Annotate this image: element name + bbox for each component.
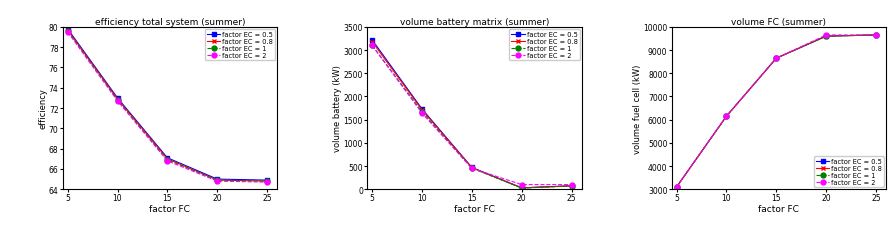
factor EC = 0.8 — [721, 115, 731, 118]
factor EC = 1 — [770, 58, 780, 60]
Line: factor EC = 0.8: factor EC = 0.8 — [369, 40, 573, 191]
factor EC = 1 — [416, 111, 426, 114]
factor EC = 2 — [367, 45, 377, 48]
factor EC = 0.8 — [770, 58, 780, 60]
factor EC = 1 — [870, 34, 881, 37]
factor EC = 2 — [670, 186, 681, 188]
Title: volume FC (summer): volume FC (summer) — [730, 18, 825, 27]
factor EC = 0.5 — [112, 97, 122, 100]
Title: efficiency total system (summer): efficiency total system (summer) — [95, 18, 245, 27]
Y-axis label: volume fuel cell (kW): volume fuel cell (kW) — [632, 64, 641, 153]
factor EC = 0.8 — [516, 187, 527, 189]
X-axis label: factor FC: factor FC — [453, 204, 494, 213]
factor EC = 0.8 — [212, 179, 223, 182]
factor EC = 1 — [63, 30, 73, 33]
factor EC = 1 — [820, 36, 831, 38]
factor EC = 1 — [721, 115, 731, 118]
factor EC = 1 — [566, 185, 577, 188]
factor EC = 2 — [112, 100, 122, 103]
factor EC = 0.5 — [566, 185, 577, 187]
factor EC = 1 — [367, 45, 377, 48]
factor EC = 2 — [566, 183, 577, 186]
factor EC = 2 — [721, 115, 731, 118]
factor EC = 2 — [820, 34, 831, 37]
Y-axis label: efficiency: efficiency — [38, 88, 47, 129]
factor EC = 2 — [63, 31, 73, 34]
factor EC = 2 — [516, 183, 527, 186]
factor EC = 0.8 — [820, 36, 831, 38]
factor EC = 0.8 — [670, 186, 681, 188]
Y-axis label: volume battery (kW): volume battery (kW) — [333, 65, 342, 152]
X-axis label: factor FC: factor FC — [149, 204, 190, 213]
Line: factor EC = 2: factor EC = 2 — [65, 30, 269, 185]
factor EC = 1 — [212, 179, 223, 182]
factor EC = 0.8 — [416, 109, 426, 112]
factor EC = 1 — [112, 99, 122, 102]
factor EC = 2 — [870, 34, 881, 37]
Legend: factor EC = 0.5, factor EC = 0.8, factor EC = 1, factor EC = 2: factor EC = 0.5, factor EC = 0.8, factor… — [509, 30, 579, 61]
factor EC = 0.8 — [466, 167, 477, 169]
factor EC = 0.5 — [466, 166, 477, 169]
factor EC = 0.8 — [870, 34, 881, 37]
Legend: factor EC = 0.5, factor EC = 0.8, factor EC = 1, factor EC = 2: factor EC = 0.5, factor EC = 0.8, factor… — [205, 30, 274, 61]
factor EC = 2 — [162, 160, 173, 163]
Line: factor EC = 1: factor EC = 1 — [369, 44, 573, 191]
Line: factor EC = 0.5: factor EC = 0.5 — [673, 33, 878, 189]
factor EC = 2 — [261, 181, 272, 184]
factor EC = 0.8 — [63, 29, 73, 32]
factor EC = 0.5 — [261, 179, 272, 182]
factor EC = 1 — [516, 187, 527, 190]
Line: factor EC = 0.8: factor EC = 0.8 — [65, 28, 269, 184]
factor EC = 2 — [770, 58, 780, 60]
factor EC = 0.5 — [516, 187, 527, 189]
factor EC = 0.5 — [870, 34, 881, 37]
Legend: factor EC = 0.5, factor EC = 0.8, factor EC = 1, factor EC = 2: factor EC = 0.5, factor EC = 0.8, factor… — [813, 157, 883, 187]
factor EC = 0.5 — [212, 178, 223, 181]
factor EC = 0.8 — [112, 98, 122, 101]
Title: volume battery matrix (summer): volume battery matrix (summer) — [400, 18, 548, 27]
factor EC = 0.5 — [721, 115, 731, 118]
factor EC = 2 — [212, 180, 223, 183]
factor EC = 1 — [466, 167, 477, 170]
Line: factor EC = 0.8: factor EC = 0.8 — [673, 33, 878, 189]
Line: factor EC = 2: factor EC = 2 — [369, 44, 573, 187]
factor EC = 0.5 — [770, 58, 780, 60]
factor EC = 1 — [261, 180, 272, 183]
factor EC = 0.5 — [416, 108, 426, 111]
factor EC = 0.5 — [162, 157, 173, 159]
factor EC = 2 — [466, 167, 477, 170]
Line: factor EC = 0.5: factor EC = 0.5 — [65, 27, 269, 183]
X-axis label: factor FC: factor FC — [757, 204, 798, 213]
factor EC = 0.8 — [367, 41, 377, 44]
factor EC = 1 — [670, 186, 681, 188]
Line: factor EC = 1: factor EC = 1 — [65, 29, 269, 184]
factor EC = 0.5 — [820, 36, 831, 38]
factor EC = 0.5 — [63, 28, 73, 31]
factor EC = 1 — [162, 159, 173, 161]
factor EC = 2 — [416, 112, 426, 115]
factor EC = 0.5 — [367, 39, 377, 42]
factor EC = 0.8 — [162, 158, 173, 161]
factor EC = 0.8 — [566, 185, 577, 187]
factor EC = 0.8 — [261, 180, 272, 183]
factor EC = 0.5 — [670, 186, 681, 188]
Line: factor EC = 0.5: factor EC = 0.5 — [369, 38, 573, 190]
Line: factor EC = 2: factor EC = 2 — [673, 33, 878, 189]
Line: factor EC = 1: factor EC = 1 — [673, 33, 878, 189]
